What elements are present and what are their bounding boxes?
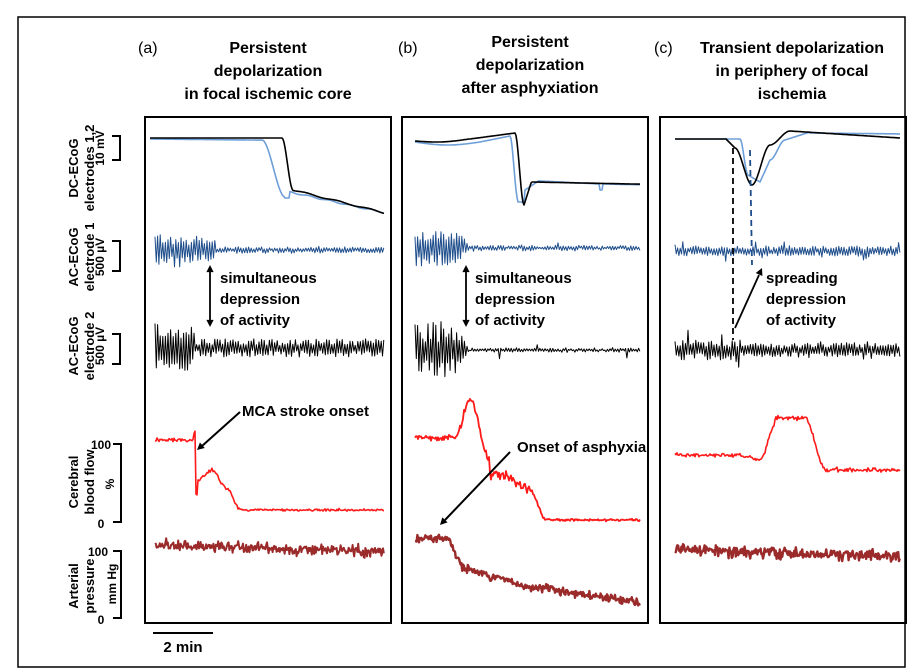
panel-b-title-3: after asphyxiation	[462, 80, 599, 97]
b-depression-1: simultaneous	[475, 270, 572, 287]
panel-a-ap-trace	[154, 537, 385, 559]
panel-c-spreading-arrow-head	[755, 268, 763, 276]
panel-c-box	[659, 116, 907, 624]
ac2-scale-bracket	[112, 333, 121, 365]
row-ac2-label-1: AC-ECoG	[66, 316, 81, 375]
panel-a-dc-electrode2-trace	[150, 138, 385, 214]
panel-c-dashed-line-2	[749, 149, 753, 266]
panel-b-ac1-trace	[414, 231, 641, 267]
row-ap-unit: mm Hg	[105, 564, 119, 605]
row-cbf-label-1: Cerebral	[66, 456, 81, 509]
row-cbf-unit: %	[103, 478, 117, 489]
panel-b-title-1: Persistent	[491, 34, 569, 51]
c-depression-3: of activity	[766, 312, 837, 329]
ap-axis	[113, 550, 122, 619]
panel-a-dc-black-trace	[150, 137, 385, 215]
panel-c-title-2: in periphery of focal	[716, 63, 869, 80]
panel-a-onset-arrow-shaft	[201, 411, 241, 447]
panel-a-depression-arrow-up	[206, 265, 214, 273]
c-depression-1: spreading	[766, 270, 838, 287]
panel-c-letter: (c)	[654, 40, 673, 57]
panel-a-onset-arrow-head	[197, 442, 205, 450]
panel-b-onset-arrow-head	[440, 517, 448, 525]
row-ap-label-2: pressure	[82, 559, 97, 614]
panel-b-dc-black-trace	[414, 132, 641, 206]
panel-b-cbf-trace	[414, 398, 641, 523]
panel-c-ap-trace	[674, 543, 901, 563]
row-cbf-tick-0: 0	[98, 517, 105, 531]
time-scale-label: 2 min	[163, 639, 202, 656]
row-cbf-label-2: blood flow	[82, 449, 97, 515]
panel-c-spreading-arrow-shaft	[734, 274, 760, 329]
panel-c-dc-black-trace	[675, 130, 901, 186]
a-depression-2: depression	[220, 291, 300, 308]
row-ac2-label-2: electrode 2	[82, 312, 97, 381]
panel-a-depression-arrow-down	[206, 319, 214, 327]
traces-group	[150, 130, 901, 607]
row-ac2-scale: 500 µV	[93, 327, 107, 365]
panel-c-ac2-trace	[674, 329, 901, 368]
panel-b-depression-arrow-down	[462, 319, 470, 327]
b-depression-2: depression	[475, 291, 555, 308]
panel-b-onset-arrow-shaft	[444, 451, 511, 521]
panel-c-cbf-trace	[674, 414, 901, 473]
panel-a-letter: (a)	[138, 40, 158, 57]
row-ac1-label-2: electrode 1	[82, 223, 97, 292]
panel-b-box	[401, 116, 649, 624]
panel-b-ac2-trace	[414, 321, 641, 378]
row-cbf-tick-100: 100	[91, 438, 111, 452]
row-dc-label-2: electrodes 1,2	[82, 125, 97, 212]
row-ap-tick-100: 100	[88, 545, 108, 559]
row-dc-label-1: DC-ECoG	[66, 138, 81, 197]
cbf-axis	[113, 443, 122, 523]
panel-a-ac1-trace	[154, 234, 385, 268]
panel-b-dc-electrode2-trace	[414, 135, 640, 203]
a-onset-label: MCA stroke onset	[242, 403, 369, 420]
panel-c-title-1: Transient depolarization	[700, 40, 884, 57]
ac1-scale-bracket	[112, 240, 121, 272]
row-ap-label-1: Arterial	[66, 563, 81, 609]
a-depression-3: of activity	[220, 312, 291, 329]
panel-a-title-3: in focal ischemic core	[184, 86, 351, 103]
b-onset-label: Onset of asphyxia	[517, 439, 647, 456]
row-ac1-label-1: AC-ECoG	[66, 227, 81, 286]
row-dc-scale: 10 mV	[93, 130, 107, 165]
panel-b-ap-trace	[414, 533, 641, 607]
panel-a-title-1: Persistent	[229, 40, 307, 57]
panel-c-title-3: ischemia	[758, 86, 827, 103]
b-depression-3: of activity	[475, 312, 546, 329]
c-depression-2: depression	[766, 291, 846, 308]
panel-a-title-2: depolarization	[214, 63, 322, 80]
row-ap-tick-0: 0	[98, 613, 105, 627]
panel-c-ac1-trace	[674, 241, 901, 262]
dc-scale-bracket	[112, 135, 121, 161]
panel-b-letter: (b)	[398, 40, 418, 57]
panel-b-depression-arrow-up	[462, 265, 470, 273]
panel-a-ac2-trace	[154, 323, 385, 371]
panel-a-box	[144, 116, 392, 624]
a-depression-1: simultaneous	[220, 270, 317, 287]
panel-b-title-2: depolarization	[476, 57, 584, 74]
panel-a-cbf-trace	[154, 430, 384, 512]
row-ac1-scale: 500 µV	[93, 238, 107, 276]
